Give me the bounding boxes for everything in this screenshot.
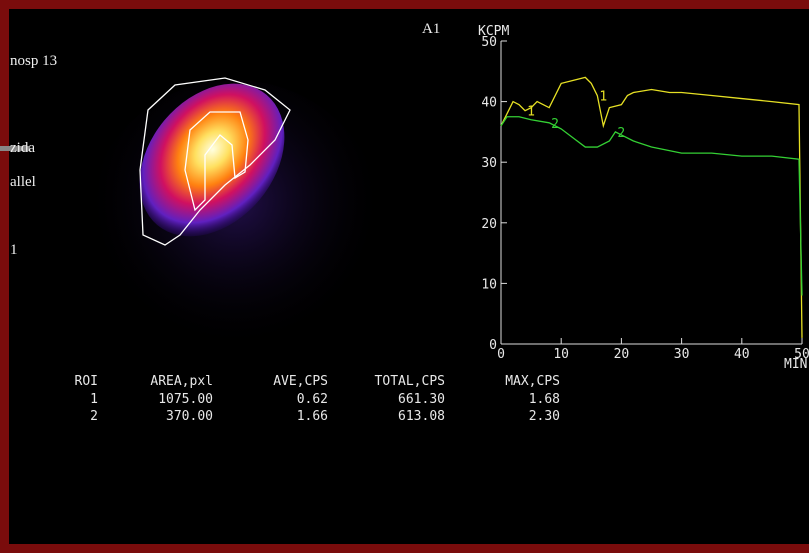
table-cell: 370.00 <box>166 409 213 424</box>
table-header: AREA,pxl <box>150 374 213 389</box>
x-tick-label: 10 <box>553 347 569 362</box>
table-cell: 2 <box>90 409 98 424</box>
y-tick-label: 50 <box>481 35 497 50</box>
corner-label: A1 <box>422 21 440 37</box>
series-line <box>500 76 803 338</box>
table-header: AVE,CPS <box>273 374 328 389</box>
table-cell: 0.62 <box>297 392 328 407</box>
curve-label: 2 <box>551 117 559 132</box>
side-text: allel <box>10 174 36 190</box>
curve-label: 2 <box>617 126 625 141</box>
table-cell: 1075.00 <box>158 392 213 407</box>
curve-label: 1 <box>527 105 535 120</box>
x-tick-label: 0 <box>497 347 505 362</box>
side-text: 1 <box>10 242 18 258</box>
table-cell: 613.08 <box>398 409 445 424</box>
x-axis-label: MIN <box>784 357 807 372</box>
x-tick-label: 30 <box>674 347 690 362</box>
heatmap <box>139 83 285 237</box>
x-tick-label: 50 <box>794 347 809 362</box>
table-cell: 1 <box>90 392 98 407</box>
table-header: ROI <box>75 374 98 389</box>
table-cell: 2.30 <box>529 409 560 424</box>
roi-contour <box>139 77 291 246</box>
table-header: TOTAL,CPS <box>375 374 445 389</box>
roi-contour <box>184 111 249 212</box>
x-tick-label: 40 <box>734 347 750 362</box>
y-tick-label: 0 <box>489 338 497 353</box>
table-cell: 1.68 <box>529 392 560 407</box>
y-axis-label: KCPM <box>478 24 509 39</box>
table-header: MAX,CPS <box>505 374 560 389</box>
table-cell: 1.66 <box>297 409 328 424</box>
y-tick-label: 10 <box>481 277 497 292</box>
y-tick-label: 20 <box>481 217 497 232</box>
table-cell: 661.30 <box>398 392 445 407</box>
x-tick-label: 20 <box>614 347 630 362</box>
side-text: zida <box>10 140 35 156</box>
curve-label: 1 <box>599 90 607 105</box>
side-bar <box>0 146 30 151</box>
y-tick-label: 30 <box>481 156 497 171</box>
y-tick-label: 40 <box>481 96 497 111</box>
side-text: nosp 13 <box>10 53 57 69</box>
series-line <box>500 116 803 296</box>
